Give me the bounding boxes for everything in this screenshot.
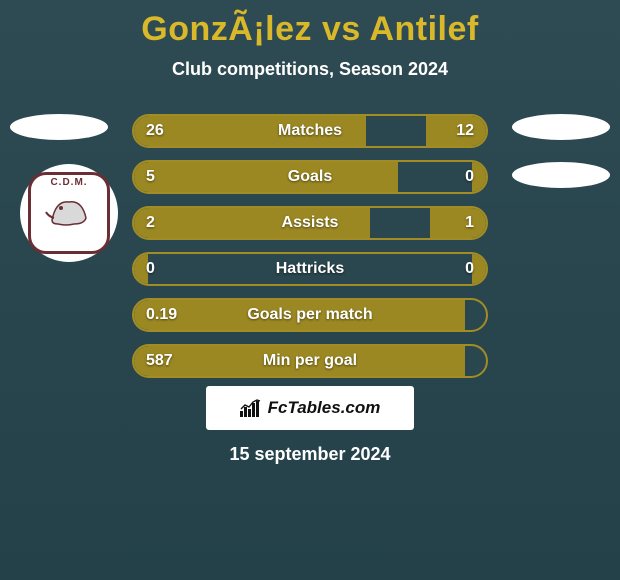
stat-label: Goals per match (186, 306, 434, 324)
stat-value-left: 5 (146, 168, 186, 186)
stat-value-left: 0.19 (146, 306, 186, 324)
stat-row: 26Matches12 (132, 114, 488, 148)
stat-value-right: 1 (434, 214, 474, 232)
fctables-icon (240, 399, 262, 417)
stat-value-left: 0 (146, 260, 186, 278)
stat-value-right: 0 (434, 260, 474, 278)
stat-rows: 26Matches125Goals02Assists10Hattricks00.… (132, 114, 488, 378)
stat-label: Min per goal (186, 352, 434, 370)
stat-fill-right (472, 162, 486, 192)
stat-value-right: 0 (434, 168, 474, 186)
stat-fill-right (472, 254, 486, 284)
player-right-badge-ellipse-2 (512, 162, 610, 188)
stat-row: 2Assists1 (132, 206, 488, 240)
attribution-badge: FcTables.com (206, 386, 414, 430)
stat-value-left: 26 (146, 122, 186, 140)
subtitle: Club competitions, Season 2024 (0, 59, 620, 80)
stat-row: 0Hattricks0 (132, 252, 488, 286)
stat-label: Hattricks (186, 260, 434, 278)
bird-icon (44, 190, 94, 230)
comparison-area: C.D.M. 26Matches125Goals02Assists10Hattr… (0, 114, 620, 378)
club-logo-text: C.D.M. (50, 177, 87, 188)
stat-value-right: 12 (434, 122, 474, 140)
stat-row: 0.19Goals per match (132, 298, 488, 332)
date-text: 15 september 2024 (0, 444, 620, 465)
player-left-club-logo: C.D.M. (20, 164, 118, 262)
player-left-badge-ellipse (10, 114, 108, 140)
stat-value-left: 2 (146, 214, 186, 232)
stat-row: 5Goals0 (132, 160, 488, 194)
stat-row: 587Min per goal (132, 344, 488, 378)
stat-value-left: 587 (146, 352, 186, 370)
stat-label: Assists (186, 214, 434, 232)
stat-label: Goals (186, 168, 434, 186)
player-right-badge-ellipse-1 (512, 114, 610, 140)
page-title: GonzÃ¡lez vs Antilef (0, 0, 620, 49)
attribution-text: FcTables.com (268, 398, 381, 418)
stat-label: Matches (186, 122, 434, 140)
